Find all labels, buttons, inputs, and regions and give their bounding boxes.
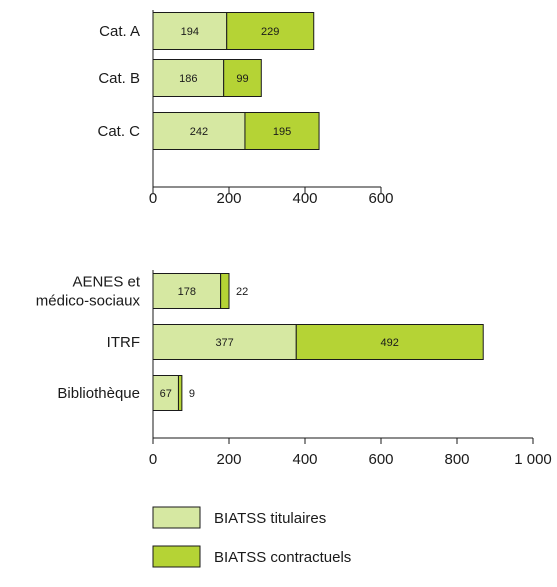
- data-label: 178: [178, 286, 196, 298]
- category-label: Cat. B: [98, 70, 140, 87]
- data-label: 9: [189, 388, 195, 400]
- x-tick-label: 800: [444, 451, 469, 468]
- data-label: 195: [273, 126, 291, 138]
- data-label: 492: [381, 337, 399, 349]
- data-label: 242: [190, 126, 208, 138]
- data-label: 229: [261, 26, 279, 38]
- chart-panel-categories: 0 200 400 600 194 229 Cat. A 186 99 Cat. B 242 195 C…: [97, 10, 394, 207]
- data-label: 99: [236, 73, 248, 85]
- category-label: Cat. A: [99, 23, 140, 40]
- data-label: 186: [179, 73, 197, 85]
- x-tick-label: 200: [216, 451, 241, 468]
- chart-legend: BIATSS titulaires BIATSS contractuels: [152, 506, 351, 568]
- legend-label: BIATSS titulaires: [214, 510, 326, 527]
- x-tick-label: 400: [292, 451, 317, 468]
- category-label: Bibliothèque: [57, 385, 140, 402]
- bar-segment: [295, 324, 484, 360]
- category-label: Cat. C: [97, 123, 140, 140]
- legend-swatch: [152, 545, 201, 568]
- bar-segment: [220, 273, 230, 309]
- chart-panel-filieres: 0 200 400 600 800 1 000 178 22 AENES et médico-so…: [36, 270, 552, 468]
- data-label: 194: [181, 26, 199, 38]
- bar-segment: [152, 112, 246, 150]
- bar-segment: [152, 375, 179, 411]
- bar-segment: [152, 12, 228, 50]
- x-tick-label: 0: [149, 451, 157, 468]
- bar-segment: [177, 375, 183, 411]
- bar-segment: [152, 273, 222, 309]
- x-tick-label: 1 000: [514, 451, 552, 468]
- bar-segment: [152, 324, 297, 360]
- bar-segment: [244, 112, 320, 150]
- x-tick-label: 200: [216, 190, 241, 207]
- category-label: médico-sociaux: [36, 293, 141, 310]
- category-label: ITRF: [107, 334, 140, 351]
- data-label: 377: [215, 337, 233, 349]
- x-tick-label: 400: [292, 190, 317, 207]
- legend-swatch: [152, 506, 201, 529]
- x-tick-label: 0: [149, 190, 157, 207]
- data-label: 67: [160, 388, 172, 400]
- x-tick-label: 600: [368, 190, 393, 207]
- x-tick-label: 600: [368, 451, 393, 468]
- bar-segment: [226, 12, 315, 50]
- legend-label: BIATSS contractuels: [214, 549, 351, 566]
- category-label: AENES et: [72, 274, 140, 291]
- bar-segment: [223, 59, 262, 97]
- data-label: 22: [236, 286, 248, 298]
